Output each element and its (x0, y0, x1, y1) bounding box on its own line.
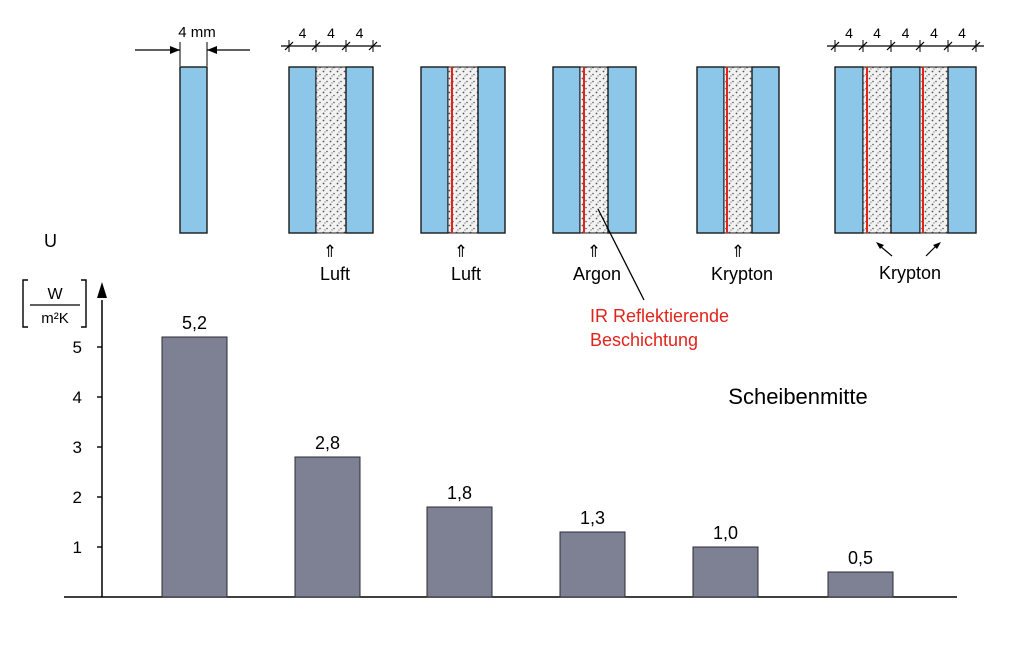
unit6-dim-label-0: 4 (845, 25, 853, 41)
unit-numerator: W (47, 286, 63, 303)
unit6-glass-2 (890, 66, 921, 234)
y-axis-unit: W m²K (22, 279, 87, 328)
gas-label-4: Krypton (711, 264, 773, 284)
bar-2 (426, 506, 493, 598)
bar-value-label-1: 2,8 (315, 433, 340, 453)
gas-arrow-3: ⇑ (587, 242, 601, 261)
bar-value-label-3: 1,3 (580, 508, 605, 528)
unit6-arrowhead-left (876, 242, 884, 249)
unit4-glass-right (607, 66, 637, 234)
y-axis-arrowhead (97, 282, 107, 298)
unit4-glass-left (552, 66, 581, 234)
gas-label-2: Luft (451, 264, 481, 284)
bar-value-label-0: 5,2 (182, 313, 207, 333)
gas-label-1: Luft (320, 264, 350, 284)
gas-arrow-2: ⇑ (454, 242, 468, 261)
gas-arrow-4: ⇑ (731, 242, 745, 261)
unit6-arrowhead-right (933, 242, 941, 249)
unit-denominator: m²K (41, 310, 69, 327)
unit3-glass-right (477, 66, 506, 234)
bar-4 (692, 546, 759, 598)
unit6-arrow-right (925, 245, 937, 257)
unit6-gas-2 (919, 66, 949, 234)
bar-value-label-5: 0,5 (848, 548, 873, 568)
unit2-dim-label-0: 4 (299, 25, 307, 41)
bar-5 (827, 571, 894, 598)
unit6-dim-label-4: 4 (958, 25, 966, 41)
unit6-glass-1 (834, 66, 864, 234)
bar-value-label-2: 1,8 (447, 483, 472, 503)
coating-callout-line (597, 208, 645, 301)
gas-label-3: Argon (573, 264, 621, 284)
unit6-arrow-left (879, 245, 893, 257)
coating-callout-line-1: IR Reflektierende (590, 306, 729, 326)
glazing-units: 4 4 4 4 4 4 4 4 (135, 25, 984, 257)
bar-0 (161, 336, 228, 598)
unit2-dim-label-1: 4 (327, 25, 335, 41)
y-tick-label-0: 1 (73, 538, 82, 557)
y-tick-label-1: 2 (73, 488, 82, 507)
dim-arrowhead-left (170, 46, 180, 54)
y-tick-label-3: 4 (73, 388, 82, 407)
dim-arrowhead-right (207, 46, 217, 54)
gas-arrow-1: ⇑ (323, 242, 337, 261)
y-ticks: 1 2 3 4 5 (73, 338, 102, 557)
y-tick-label-4: 5 (73, 338, 82, 357)
single-pane-glass (179, 66, 208, 234)
unit5-gas (723, 66, 753, 234)
single-pane-dimension: 4 mm (178, 24, 216, 41)
y-axis-label: U (44, 231, 57, 251)
unit2-glass-right (345, 66, 374, 234)
unit5-glass-right (751, 66, 780, 234)
unit2-glass-left (288, 66, 317, 234)
unit3-glass-left (420, 66, 449, 234)
gas-label-5: Krypton (879, 263, 941, 283)
bar-value-label-4: 1,0 (713, 523, 738, 543)
bars (161, 336, 894, 598)
unit2-gas (315, 66, 347, 234)
coating-callout-line-2: Beschichtung (590, 330, 698, 350)
unit6-dim-label-2: 4 (902, 25, 910, 41)
bar-3 (559, 531, 626, 598)
y-tick-label-2: 3 (73, 438, 82, 457)
bar-value-labels: 5,2 2,8 1,8 1,3 1,0 0,5 (182, 313, 873, 568)
bar-1 (294, 456, 361, 598)
unit6-dim-label-1: 4 (873, 25, 881, 41)
unit2-dim-label-2: 4 (356, 25, 364, 41)
unit5-glass-left (696, 66, 725, 234)
chart-annotation: Scheibenmitte (728, 384, 867, 409)
unit6-glass-3 (947, 66, 977, 234)
unit6-dim-label-3: 4 (930, 25, 938, 41)
